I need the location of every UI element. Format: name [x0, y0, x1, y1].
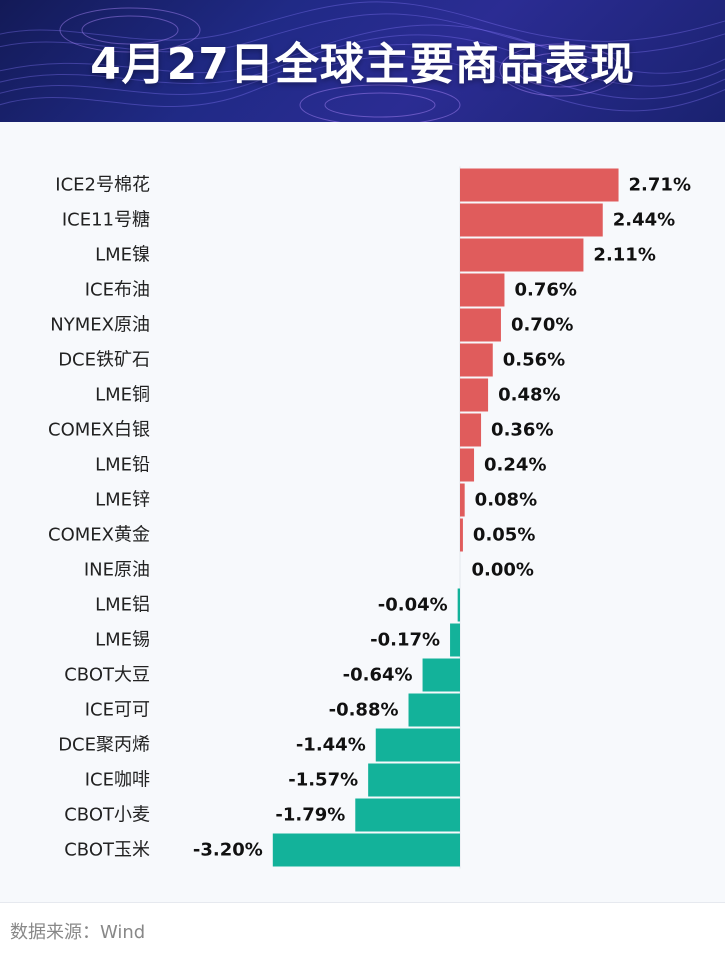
- value-label: 0.56%: [503, 350, 565, 371]
- negative-bar: [422, 658, 460, 692]
- negative-bar: [355, 798, 460, 832]
- category-label: INE原油: [84, 560, 150, 581]
- negative-bar: [450, 623, 460, 657]
- positive-bar: [460, 378, 489, 412]
- category-label: DCE铁矿石: [58, 350, 150, 371]
- value-label: 2.44%: [613, 210, 675, 231]
- topographic-background: [0, 1, 725, 122]
- category-label: ICE咖啡: [85, 770, 150, 791]
- positive-bar: [460, 413, 482, 447]
- value-label: 0.76%: [514, 280, 576, 301]
- value-label: 0.70%: [511, 315, 573, 336]
- positive-bar: [460, 483, 465, 517]
- category-label: LME锡: [95, 630, 150, 651]
- category-label: ICE11号糖: [62, 210, 150, 231]
- value-label: -1.44%: [296, 735, 366, 756]
- value-label: -1.57%: [288, 770, 358, 791]
- value-label: -0.88%: [329, 700, 399, 721]
- header-banner: 4月27日全球主要商品表现: [0, 0, 725, 122]
- value-label: 0.05%: [473, 525, 535, 546]
- positive-bar: [460, 273, 505, 307]
- category-label: COMEX白银: [48, 420, 150, 441]
- value-label: 0.08%: [475, 490, 537, 511]
- value-label: -1.79%: [275, 805, 345, 826]
- category-label: ICE可可: [85, 700, 150, 721]
- value-label: 0.48%: [498, 385, 560, 406]
- category-label: LME铅: [95, 455, 150, 476]
- category-label: LME锌: [95, 490, 150, 511]
- value-label: -0.17%: [370, 630, 440, 651]
- value-label: -0.04%: [378, 595, 448, 616]
- category-label: DCE聚丙烯: [58, 735, 150, 756]
- negative-bar: [272, 833, 460, 867]
- negative-bar: [375, 728, 460, 762]
- value-label: -0.64%: [343, 665, 413, 686]
- category-label: LME铝: [95, 595, 150, 616]
- positive-bar: [460, 448, 475, 482]
- negative-bar: [368, 763, 460, 797]
- page-title: 4月27日全球主要商品表现: [90, 39, 635, 90]
- category-label: COMEX黄金: [48, 525, 150, 546]
- category-label: CBOT小麦: [64, 805, 150, 826]
- positive-bar: [460, 308, 501, 342]
- value-label: 0.36%: [491, 420, 553, 441]
- negative-bar: [457, 588, 460, 622]
- value-label: 0.00%: [472, 560, 534, 581]
- category-label: CBOT大豆: [64, 665, 150, 686]
- category-label: ICE布油: [85, 280, 150, 301]
- positive-bar: [460, 518, 463, 552]
- category-label: LME镍: [95, 245, 150, 266]
- value-label: 0.24%: [484, 455, 546, 476]
- source-note: 数据来源：Wind: [10, 922, 146, 943]
- positive-bar: [460, 203, 603, 237]
- value-label: 2.71%: [629, 175, 691, 196]
- chart-panel: ICE2号棉花 2.71% ICE11号糖 2.44% LME镍 2.11% ICE布油 0.…: [0, 122, 725, 903]
- category-label: LME铜: [95, 385, 150, 406]
- category-label: ICE2号棉花: [55, 175, 150, 196]
- bar-chart: ICE2号棉花 2.71% ICE11号糖 2.44% LME镍 2.11% ICE布油 0.…: [48, 166, 691, 869]
- positive-bar: [460, 343, 493, 377]
- negative-bar: [408, 693, 460, 727]
- positive-bar: [460, 238, 584, 272]
- value-label: -3.20%: [193, 840, 263, 861]
- category-label: CBOT玉米: [64, 840, 150, 861]
- positive-bar: [460, 168, 619, 202]
- category-label: NYMEX原油: [50, 315, 150, 336]
- value-label: 2.11%: [593, 245, 655, 266]
